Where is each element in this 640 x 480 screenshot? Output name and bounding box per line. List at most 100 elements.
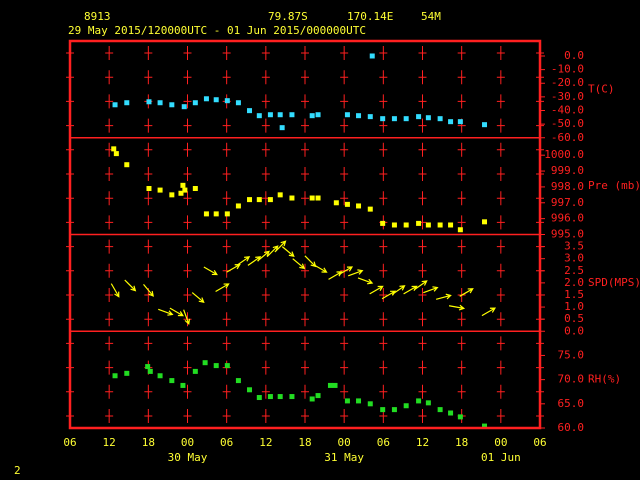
data-point: [416, 398, 422, 404]
grid-crosses: [144, 46, 153, 423]
grid-crosses: [496, 46, 505, 423]
data-point: [202, 360, 208, 366]
wind-arrow: [391, 285, 406, 295]
data-point: [213, 211, 219, 217]
data-point: [213, 363, 219, 369]
data-point: [315, 112, 321, 118]
wind-arrow: [369, 285, 384, 295]
data-point: [180, 182, 186, 188]
data-point: [403, 403, 409, 409]
wind-arrow: [348, 269, 364, 277]
data-point: [437, 116, 443, 122]
wind-arrow: [110, 283, 120, 298]
wind-arrow: [338, 266, 354, 276]
grid-crosses: [301, 46, 309, 423]
data-point: [267, 197, 273, 203]
y-tick-label: -60.0: [551, 131, 584, 144]
data-point: [277, 394, 283, 400]
wind-arrow: [169, 307, 184, 317]
data-point: [356, 203, 362, 209]
data-point: [367, 206, 373, 212]
data-point: [213, 97, 219, 103]
x-tick-label: 18: [455, 436, 468, 449]
data-point: [403, 116, 409, 122]
data-point: [113, 151, 119, 157]
y-tick-label: 75.0: [558, 348, 585, 361]
y-tick-label: 1.5: [564, 288, 584, 301]
data-point: [369, 53, 375, 59]
data-point: [235, 203, 241, 209]
x-tick-label: 06: [220, 436, 233, 449]
plot-frame: [68, 39, 542, 430]
data-point: [391, 116, 397, 122]
data-point: [247, 387, 253, 393]
wind-arrow: [435, 293, 452, 300]
y-tick-label: 3.0: [564, 252, 584, 265]
wind-arrow: [191, 292, 205, 304]
x-tick-label: 00: [338, 436, 351, 449]
y-tick-label: 0.5: [564, 312, 584, 325]
y-tick-label: 65.0: [558, 397, 585, 410]
data-point: [247, 197, 253, 203]
wind-arrow: [414, 280, 428, 291]
data-point: [169, 102, 175, 108]
data-point: [327, 382, 333, 388]
elevation: 54M: [421, 10, 441, 23]
station-id: 8913: [84, 10, 111, 23]
data-point: [256, 113, 262, 119]
data-point: [181, 104, 187, 110]
data-point: [277, 192, 283, 198]
latitude: 79.87S: [268, 10, 308, 23]
date-label: 31 May: [324, 451, 364, 464]
date-label: 30 May: [168, 451, 208, 464]
wind-arrow: [292, 258, 306, 270]
data-point: [192, 368, 198, 374]
data-point: [277, 112, 283, 118]
data-point: [425, 115, 431, 121]
wind-arrow: [226, 263, 241, 273]
data-point: [437, 222, 443, 228]
wind-arrow: [143, 284, 154, 297]
page-number: 2: [14, 464, 21, 477]
x-tick-label: 18: [142, 436, 155, 449]
data-point: [124, 100, 130, 106]
data-point: [425, 400, 431, 406]
data-point: [178, 190, 184, 196]
data-point: [437, 407, 443, 413]
data-point: [182, 187, 188, 193]
data-point: [380, 407, 386, 413]
longitude: 170.14E: [347, 10, 393, 23]
data-point: [157, 187, 163, 193]
data-point: [332, 382, 338, 388]
data-point: [157, 373, 163, 379]
data-point: [391, 222, 397, 228]
data-point: [457, 227, 463, 233]
panel-label: Pre (mb): [588, 179, 640, 192]
wind-arrow: [183, 309, 191, 325]
x-tick-label: 18: [298, 436, 311, 449]
y-tick-label: 0.0: [564, 324, 584, 337]
wind-arrow: [481, 307, 497, 317]
data-point: [448, 222, 454, 228]
data-point: [457, 119, 463, 125]
x-tick-label: 06: [533, 436, 546, 449]
date-label: 01 Jun: [481, 451, 521, 464]
y-tick-label: 1000.0: [544, 148, 584, 161]
data-point: [309, 195, 315, 201]
wind-arrow: [158, 308, 174, 316]
data-point: [145, 364, 151, 370]
data-point: [224, 98, 230, 104]
y-tick-label: -50.0: [551, 117, 584, 130]
y-tick-label: 2.5: [564, 264, 584, 277]
y-tick-label: -20.0: [551, 76, 584, 89]
data-point: [344, 112, 350, 118]
data-point: [192, 186, 198, 192]
wind-arrow: [357, 277, 374, 285]
wind-arrow: [281, 246, 295, 258]
wind-arrow: [124, 279, 137, 292]
wind-arrow: [274, 240, 287, 253]
data-point: [256, 395, 262, 401]
x-tick-label: 06: [377, 436, 390, 449]
